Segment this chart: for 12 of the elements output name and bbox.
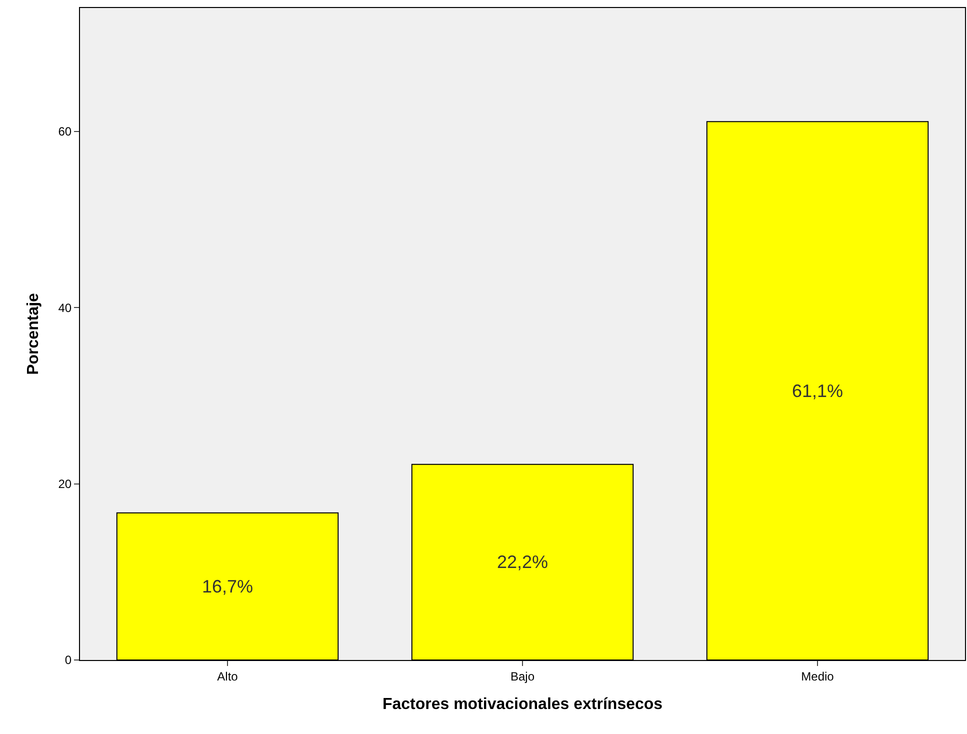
y-tick-label: 40 — [58, 300, 72, 315]
data-label: 22,2% — [496, 552, 548, 572]
y-tick-label: 20 — [58, 476, 72, 491]
x-axis-title: Factores motivacionales extrínsecos — [382, 696, 663, 714]
x-tick-label: Bajo — [510, 669, 535, 684]
y-tick-label: 60 — [58, 124, 72, 139]
y-tick-label: 0 — [64, 653, 72, 668]
x-tick-label: Alto — [217, 669, 238, 684]
data-label: 61,1% — [792, 380, 844, 401]
x-tick-label: Medio — [801, 669, 834, 684]
y-axis-title: Porcentaje — [25, 292, 42, 375]
data-label: 16,7% — [202, 576, 254, 596]
